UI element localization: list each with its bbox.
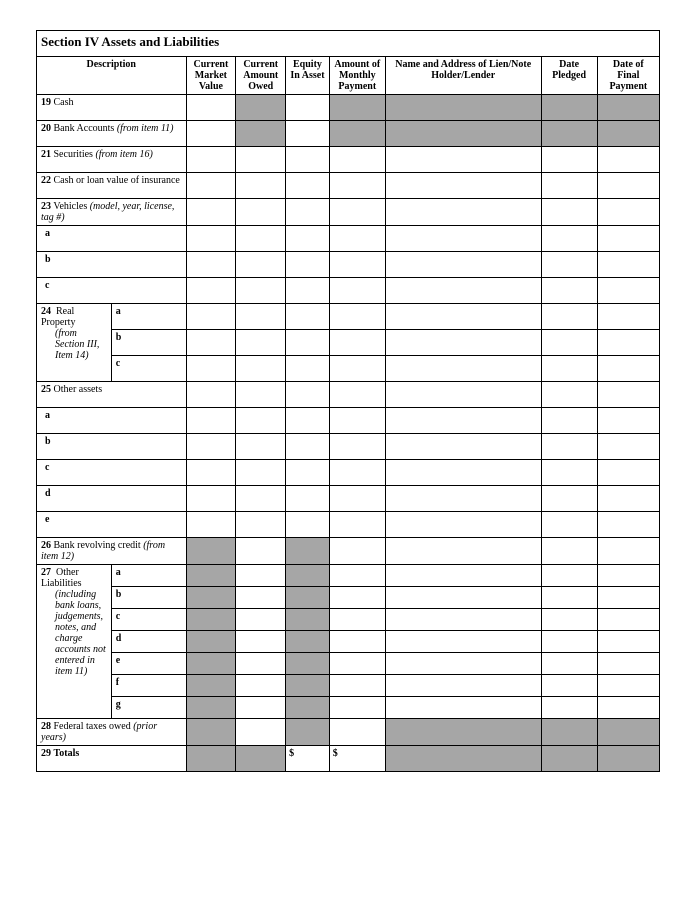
row-19: 19 Cash bbox=[37, 95, 660, 121]
hdr-owed: Current Amount Owed bbox=[236, 57, 286, 95]
row-label: Cash bbox=[54, 97, 74, 108]
row-num: 27 bbox=[41, 567, 51, 578]
header-row: Description Current Market Value Current… bbox=[37, 57, 660, 95]
row-22: 22 Cash or loan value of insurance bbox=[37, 173, 660, 199]
row-num: 21 bbox=[41, 149, 51, 160]
dollar-sign: $ bbox=[289, 748, 294, 759]
row-23a: a bbox=[37, 226, 660, 252]
row-num: 29 bbox=[41, 748, 51, 759]
row-label-ital: (from Section III, Item 14) bbox=[41, 328, 108, 361]
row-27g: g bbox=[37, 697, 660, 719]
row-24c: c bbox=[37, 356, 660, 382]
row-27f: f bbox=[37, 675, 660, 697]
row-label: Federal taxes owed bbox=[54, 721, 134, 732]
row-28: 28 Federal taxes owed (prior years) bbox=[37, 719, 660, 746]
row-num: 22 bbox=[41, 175, 51, 186]
row-25: 25 Other assets bbox=[37, 382, 660, 408]
row-24a: 24 Real Property (from Section III, Item… bbox=[37, 304, 660, 330]
row-label-ital: (from item 11) bbox=[117, 123, 174, 134]
row-27c: c bbox=[37, 609, 660, 631]
row-label: Securities bbox=[54, 149, 96, 160]
row-num: 24 bbox=[41, 306, 51, 317]
row-label: Totals bbox=[54, 748, 80, 759]
hdr-monthly: Amount of Monthly Payment bbox=[329, 57, 385, 95]
row-label: Bank revolving credit bbox=[54, 540, 144, 551]
hdr-description: Description bbox=[37, 57, 187, 95]
hdr-cmv: Current Market Value bbox=[186, 57, 236, 95]
row-27b: b bbox=[37, 587, 660, 609]
row-label: Vehicles bbox=[53, 201, 89, 212]
row-num: 26 bbox=[41, 540, 51, 551]
section-title: Section IV Assets and Liabilities bbox=[37, 31, 660, 57]
row-20: 20 Bank Accounts (from item 11) bbox=[37, 121, 660, 147]
row-25a: a bbox=[37, 408, 660, 434]
row-num: 28 bbox=[41, 721, 51, 732]
row-label-ital: (including bank loans, judgements, notes… bbox=[41, 589, 108, 677]
row-label: Cash or loan value of insurance bbox=[54, 175, 180, 186]
row-27e: e bbox=[37, 653, 660, 675]
row-num: 23 bbox=[41, 201, 51, 212]
hdr-final: Date of Final Payment bbox=[597, 57, 659, 95]
row-25e: e bbox=[37, 512, 660, 538]
row-label-ital: (from item 16) bbox=[95, 149, 152, 160]
row-23c: c bbox=[37, 278, 660, 304]
assets-liabilities-table: Section IV Assets and Liabilities Descri… bbox=[36, 30, 660, 772]
hdr-lender: Name and Address of Lien/Note Holder/Len… bbox=[385, 57, 541, 95]
row-27a: 27 Other Liabilities (including bank loa… bbox=[37, 565, 660, 587]
hdr-equity: Equity In Asset bbox=[286, 57, 330, 95]
row-25c: c bbox=[37, 460, 660, 486]
title-row: Section IV Assets and Liabilities bbox=[37, 31, 660, 57]
row-num: 19 bbox=[41, 97, 51, 108]
row-24b: b bbox=[37, 330, 660, 356]
row-23: 23 Vehicles (model, year, license, tag #… bbox=[37, 199, 660, 226]
hdr-pledged: Date Pledged bbox=[541, 57, 597, 95]
row-25d: d bbox=[37, 486, 660, 512]
row-label: Bank Accounts bbox=[54, 123, 117, 134]
row-num: 20 bbox=[41, 123, 51, 134]
row-23b: b bbox=[37, 252, 660, 278]
row-21: 21 Securities (from item 16) bbox=[37, 147, 660, 173]
row-26: 26 Bank revolving credit (from item 12) bbox=[37, 538, 660, 565]
row-27d: d bbox=[37, 631, 660, 653]
row-25b: b bbox=[37, 434, 660, 460]
row-label: Other assets bbox=[54, 384, 103, 395]
row-num: 25 bbox=[41, 384, 51, 395]
row-29: 29 Totals $ $ bbox=[37, 746, 660, 772]
dollar-sign: $ bbox=[333, 748, 338, 759]
